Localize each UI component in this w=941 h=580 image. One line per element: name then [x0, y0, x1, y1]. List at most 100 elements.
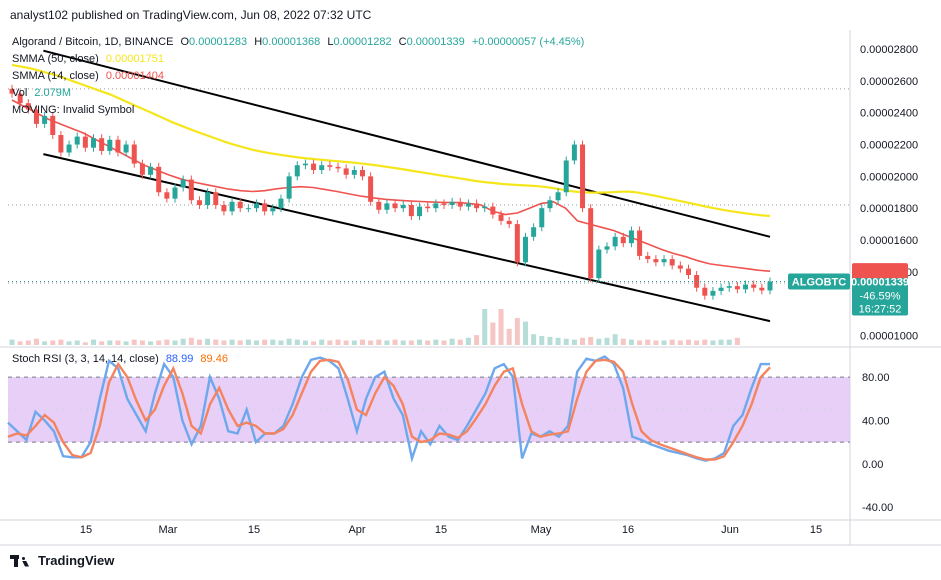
candle-body [743, 284, 749, 290]
candle-body [221, 205, 227, 212]
volume-bar [588, 336, 594, 345]
price-tick-label: 0.00002800 [860, 44, 918, 56]
volume-bar [131, 339, 137, 345]
time-tick-label: May [531, 524, 552, 536]
candle-body [571, 144, 577, 161]
volume-bar [156, 340, 162, 345]
candle-body [547, 200, 553, 209]
candle-body [751, 284, 757, 288]
volume-bar [254, 340, 260, 345]
price-tick-label: 0.00001000 [860, 330, 918, 342]
candle-body [376, 201, 382, 210]
badge-price: 0.00001339 [851, 277, 909, 289]
footer-brand-text: TradingView [38, 553, 115, 568]
volume-bar [685, 339, 691, 345]
volume-bar [278, 340, 284, 345]
stoch-d-line [7, 358, 771, 461]
volume-bar [327, 340, 333, 345]
candle-body [710, 290, 716, 296]
candle-body [531, 227, 537, 237]
candle-body [653, 259, 659, 263]
candle-body [555, 192, 561, 201]
price-tick-label: 0.00002400 [860, 108, 918, 120]
volume-bar [311, 341, 317, 345]
publish-header: analyst102 published on TradingView.com,… [10, 8, 372, 22]
candle-body [604, 246, 610, 250]
badge-symbol-box [788, 273, 850, 290]
sma14-path [11, 99, 771, 272]
time-tick-label: Mar [159, 524, 178, 536]
volume-bar [506, 328, 512, 345]
tradingview-logo-icon [10, 554, 32, 567]
volume-bar [245, 339, 251, 345]
time-tick-label: 15 [80, 524, 92, 536]
candle-body [107, 139, 113, 151]
volume-bar [107, 340, 113, 345]
volume-bar [123, 341, 129, 345]
volume-bar [9, 339, 15, 345]
candle-body [400, 205, 406, 209]
candle-body [25, 103, 31, 110]
candle-body [522, 236, 528, 263]
sma50-line [11, 63, 771, 218]
volume-bar [694, 340, 700, 345]
volume-bar [213, 339, 219, 345]
sma50-path [11, 63, 771, 218]
volume-bar [571, 339, 577, 345]
candle-body [368, 176, 374, 202]
candle-body [58, 135, 64, 153]
volume-bar [677, 340, 683, 345]
low-value: 0.00001282 [333, 36, 392, 48]
candle-body [417, 206, 423, 217]
price-tick-label: 0.00002600 [860, 76, 918, 88]
candle-body [457, 201, 463, 207]
volume-bar [351, 340, 357, 345]
candles [9, 84, 773, 300]
candle-body [620, 236, 626, 244]
volume-bar [457, 339, 463, 345]
badge-symbol: ALGOBTC [792, 277, 846, 289]
candle-body [433, 203, 439, 209]
candle-body [33, 109, 39, 124]
volume-bar [596, 338, 602, 345]
volume-bar [229, 339, 235, 345]
sma14-label: SMMA (14, close) [12, 70, 99, 82]
candle-body [180, 179, 186, 188]
volume-bar [645, 339, 651, 345]
volume-bar [408, 340, 414, 345]
candle-body [311, 163, 317, 170]
time-tick-label: 15 [248, 524, 260, 536]
time-tick-label: 15 [810, 524, 822, 536]
volume-bar [417, 339, 423, 345]
candle-body [359, 170, 365, 177]
axes: 0.00002800 0.00002600 0.00002400 0.00002200… [80, 44, 918, 536]
candle-body [482, 206, 488, 209]
volume-bar [425, 340, 431, 345]
candle-body [99, 138, 105, 151]
volume-bar [294, 339, 300, 345]
grid [0, 30, 941, 546]
candle-body [425, 206, 431, 209]
candle-body [294, 165, 300, 177]
candle-body [702, 287, 708, 296]
volume-bar [563, 338, 569, 345]
volume-bar [400, 340, 406, 345]
candle-body [335, 166, 341, 169]
volume-bar [482, 309, 488, 345]
volume-bar [465, 337, 471, 345]
volume-bar [580, 337, 586, 345]
volume-bar [734, 337, 740, 345]
candle-body [213, 192, 219, 205]
candle-body [490, 206, 496, 215]
volume-bar [474, 335, 480, 345]
time-tick-label: 15 [435, 524, 447, 536]
volume-legend: Vol 2.079M [12, 86, 75, 100]
candle-body [506, 220, 512, 225]
volume-bar [522, 321, 528, 345]
sma14-axis-box [852, 263, 908, 279]
moving-legend: MOVING: Invalid Symbol [12, 103, 138, 117]
price-tick-label: 0.00002200 [860, 140, 918, 152]
volume-bar [237, 340, 243, 345]
sma14-line [11, 99, 771, 272]
change-value: +0.00000057 (+4.45%) [471, 36, 585, 48]
